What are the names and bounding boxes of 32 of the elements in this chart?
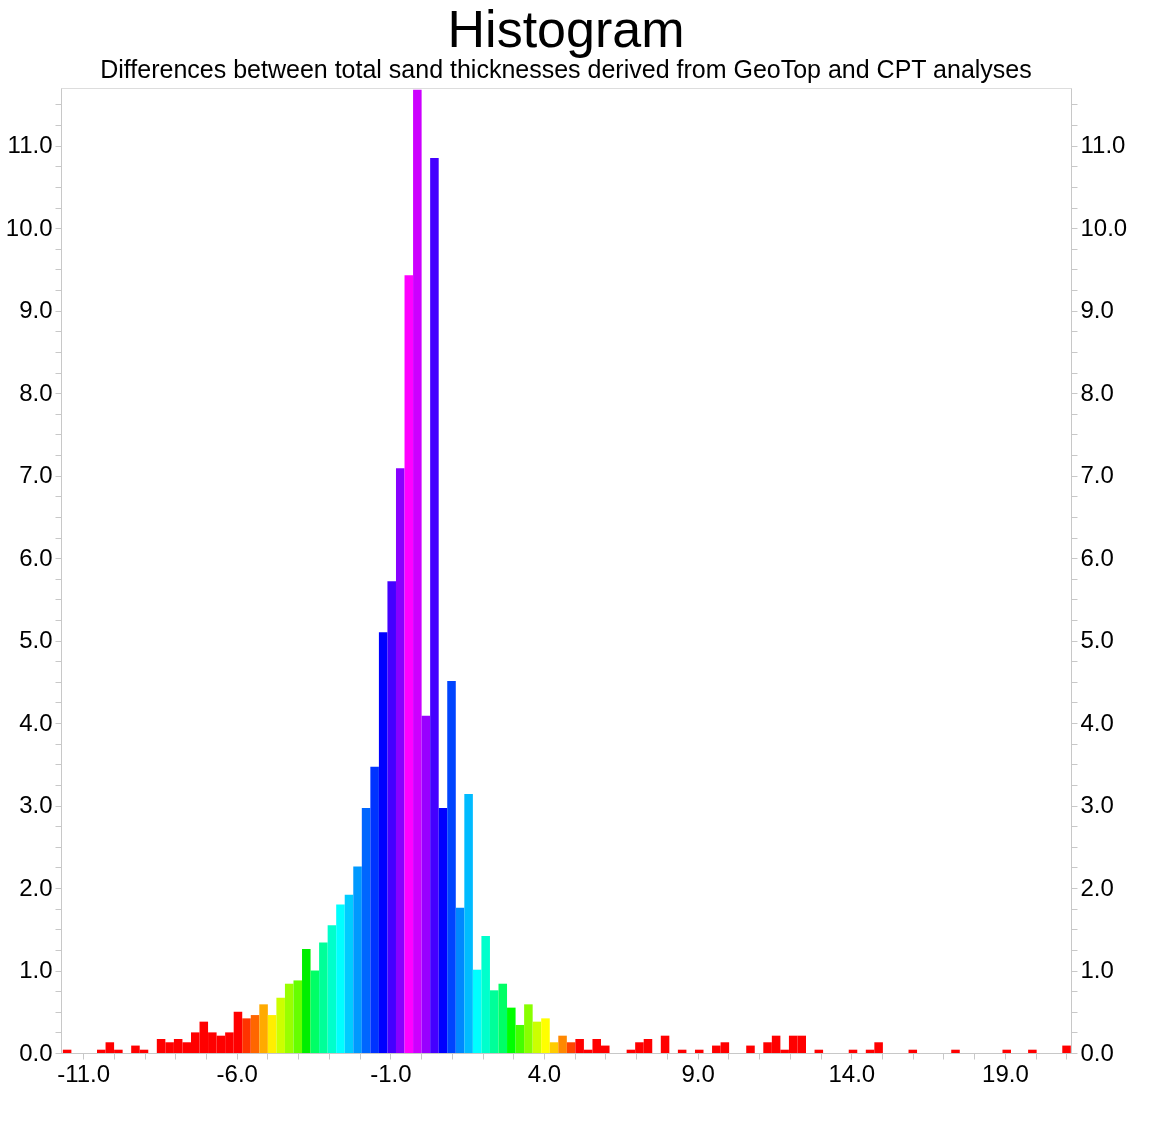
x-tick-label: 14.0 bbox=[828, 1059, 876, 1087]
y-tick-label: 10.0 bbox=[5, 213, 53, 241]
x-tick-label: -1.0 bbox=[370, 1059, 412, 1087]
x-tick-label: 9.0 bbox=[681, 1059, 715, 1087]
y2-tick-label: 8.0 bbox=[1080, 378, 1114, 406]
y2-tick-label: 5.0 bbox=[1080, 626, 1114, 654]
y2-tick-label: 1.0 bbox=[1080, 956, 1114, 984]
y-tick-label: 3.0 bbox=[19, 791, 53, 819]
y-tick-label: 5.0 bbox=[19, 626, 53, 654]
y-tick-label: 9.0 bbox=[19, 296, 53, 324]
y2-tick-label: 7.0 bbox=[1080, 461, 1114, 489]
y-tick-label: 8.0 bbox=[19, 378, 53, 406]
chart-title: Histogram bbox=[447, 0, 685, 58]
y2-tick-label: 2.0 bbox=[1080, 873, 1114, 901]
y2-tick-label: 10.0 bbox=[1080, 213, 1128, 241]
y2-tick-label: 0.0 bbox=[1080, 1038, 1114, 1066]
y2-tick-label: 6.0 bbox=[1080, 543, 1114, 571]
y2-tick-label: 9.0 bbox=[1080, 296, 1114, 324]
x-tick-label: -11.0 bbox=[57, 1059, 111, 1087]
y-tick-label: 2.0 bbox=[19, 873, 53, 901]
y-tick-label: 7.0 bbox=[19, 461, 53, 489]
x-tick-label: -6.0 bbox=[216, 1059, 258, 1087]
x-tick-label: 4.0 bbox=[527, 1059, 562, 1087]
y-tick-label: 6.0 bbox=[19, 543, 53, 571]
y-tick-label: 4.0 bbox=[19, 708, 53, 736]
y2-tick-label: 3.0 bbox=[1080, 791, 1114, 819]
y2-tick-label: 4.0 bbox=[1080, 708, 1114, 736]
x-tick-label: 19.0 bbox=[982, 1059, 1029, 1087]
y-tick-label: 0.0 bbox=[19, 1038, 53, 1066]
y-tick-label: 1.0 bbox=[19, 956, 53, 984]
y-tick-label: 11.0 bbox=[7, 131, 53, 159]
y2-tick-label: 11.0 bbox=[1080, 131, 1126, 159]
